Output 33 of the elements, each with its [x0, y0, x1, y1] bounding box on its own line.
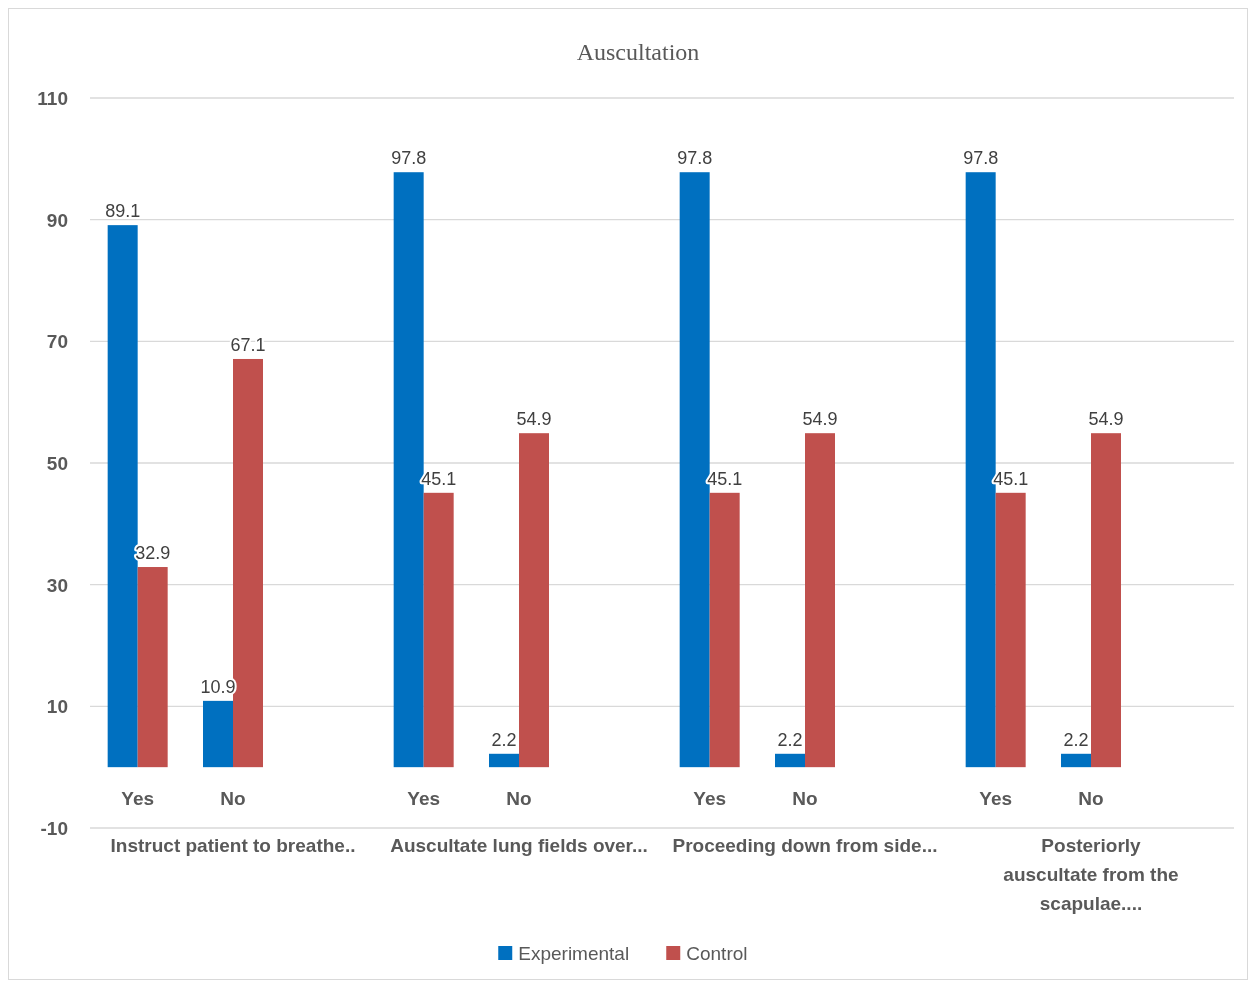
- data-label: 54.9: [516, 409, 552, 430]
- chart-title: Auscultation: [576, 39, 700, 65]
- y-tick-label: 90: [46, 209, 68, 231]
- legend-label: Control: [686, 943, 748, 964]
- x-tick-label: No: [792, 788, 818, 810]
- data-label: 89.1: [105, 201, 141, 222]
- text: Proceeding down from side...: [672, 835, 938, 856]
- text: Instruct patient to breathe..: [110, 835, 356, 856]
- x-tick-label: Yes: [121, 788, 155, 810]
- x-tick-label: Yes: [693, 788, 727, 810]
- x-tick-label: No: [506, 788, 532, 810]
- y-tick-label: -10: [40, 818, 68, 839]
- data-label: 2.2: [777, 729, 803, 750]
- data-label: 2.2: [491, 729, 517, 750]
- x-tick-label: Yes: [407, 788, 441, 810]
- y-tick-label: 50: [46, 453, 68, 474]
- y-tick-label: 30: [46, 574, 68, 596]
- data-label: 97.8: [677, 148, 713, 169]
- x-tick-label: No: [1078, 788, 1104, 810]
- y-tick-label: 110: [37, 88, 68, 109]
- legend-label: Experimental: [518, 943, 630, 964]
- y-tick-label: 70: [46, 331, 68, 353]
- x-tick-label: No: [220, 788, 246, 810]
- data-label: 2.2: [1063, 729, 1089, 750]
- text: Auscultate lung fields over...: [390, 835, 648, 856]
- x-tick-label: Yes: [979, 788, 1013, 810]
- data-label: 67.1: [230, 334, 266, 355]
- text: Posteriorly auscultate from the scapulae....: [1003, 835, 1179, 914]
- y-tick-label: 10: [46, 696, 68, 718]
- data-label: 97.8: [391, 148, 427, 169]
- data-label: 54.9: [1088, 409, 1124, 430]
- data-label: 54.9: [802, 409, 838, 430]
- data-label: 97.8: [963, 148, 999, 169]
